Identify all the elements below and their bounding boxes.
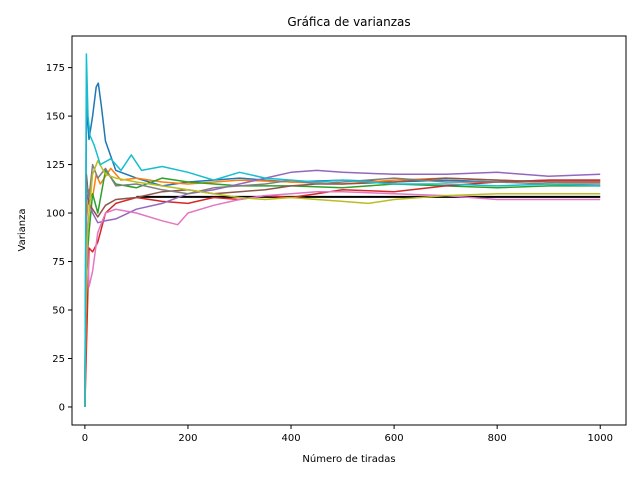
series-line — [84, 159, 601, 408]
y-axis-label: Varianza — [17, 209, 28, 252]
series-layer — [84, 53, 601, 408]
plot-frame — [71, 35, 627, 426]
y-tick-label: 75 — [52, 257, 65, 268]
y-tick-label: 100 — [46, 209, 65, 220]
x-axis-ticks: 0 200 400 600 800 1000 — [82, 425, 613, 444]
x-tick-label: 0 — [82, 433, 88, 444]
series-line — [84, 169, 601, 408]
series-line — [84, 179, 601, 408]
x-tick-label: 200 — [178, 433, 197, 444]
y-tick-label: 150 — [46, 112, 65, 123]
series-line — [84, 190, 601, 408]
x-tick-label: 800 — [488, 433, 507, 444]
y-tick-label: 0 — [59, 402, 65, 413]
x-tick-label: 400 — [281, 433, 300, 444]
plot-area — [72, 36, 626, 425]
y-axis-ticks: 0 25 50 75 100 125 150 175 — [46, 63, 72, 413]
y-tick-label: 175 — [46, 63, 65, 74]
chart-title: Gráfica de varianzas — [287, 15, 410, 29]
y-tick-label: 50 — [52, 306, 65, 317]
series-line — [84, 53, 601, 408]
y-tick-label: 125 — [46, 160, 65, 171]
y-tick-label: 25 — [52, 354, 65, 365]
x-axis-label: Número de tiradas — [302, 453, 395, 465]
x-tick-label: 1000 — [588, 433, 613, 444]
x-tick-label: 600 — [385, 433, 404, 444]
series-line — [84, 169, 601, 408]
